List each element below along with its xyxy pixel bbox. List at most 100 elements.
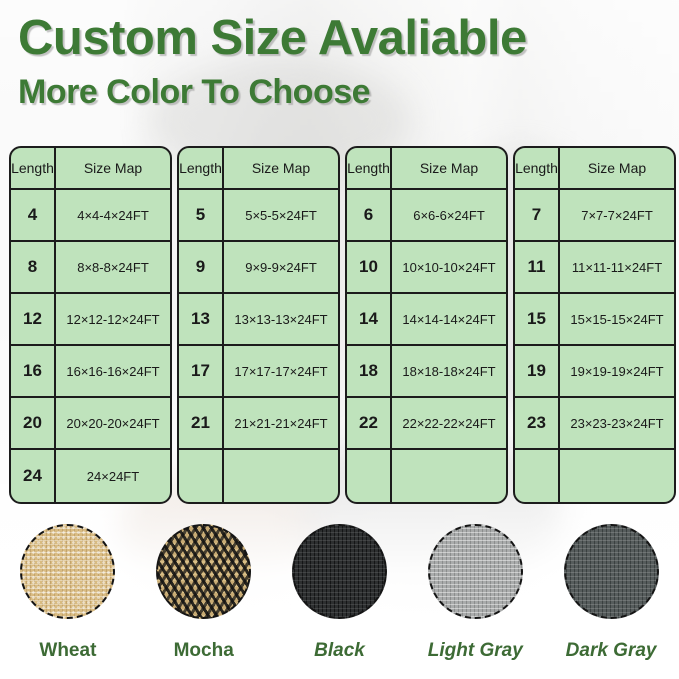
cell-length: 11 xyxy=(515,242,560,292)
table-row: 13 13×13-13×24FT xyxy=(179,294,338,346)
table-row: 24 24×24FT xyxy=(11,450,170,502)
color-option[interactable]: Dark Gray xyxy=(551,524,671,662)
cell-size-map: 9×9-9×24FT xyxy=(245,259,317,275)
headline-primary: Custom Size Avaliable xyxy=(18,11,527,65)
column-header-size-map: Size Map xyxy=(587,160,647,176)
cell-size-map: 22×22-22×24FT xyxy=(402,415,496,431)
table-row: 15 15×15-15×24FT xyxy=(515,294,674,346)
cell-size-map: 10×10-10×24FT xyxy=(402,259,496,275)
table-row xyxy=(515,450,674,502)
size-table: Length Size Map 5 5×5-5×24FT 9 9×9-9×24FT 13 13… xyxy=(177,146,340,504)
cell-size-map: 12×12-12×24FT xyxy=(66,311,160,327)
size-table: Length Size Map 4 4×4-4×24FT 8 8×8-8×24FT 12 12… xyxy=(9,146,172,504)
table-row: 11 11×11-11×24FT xyxy=(515,242,674,294)
dark-gray-fabric-swatch[interactable] xyxy=(563,524,659,619)
headline-block: Custom Size Avaliable More Color To Choo… xyxy=(18,11,527,111)
color-option[interactable]: Light Gray xyxy=(415,524,535,662)
column-header-length: Length xyxy=(179,148,224,188)
table-header-row: Length Size Map xyxy=(515,148,674,190)
cell-length: 10 xyxy=(347,242,392,292)
cell-length: 4 xyxy=(11,190,56,240)
cell-length: 5 xyxy=(179,190,224,240)
table-row: 21 21×21-21×24FT xyxy=(179,398,338,450)
cell-size-map: 4×4-4×24FT xyxy=(77,207,149,223)
cell-size-map: 7×7-7×24FT xyxy=(581,207,653,223)
table-row: 6 6×6-6×24FT xyxy=(347,190,506,242)
size-table: Length Size Map 7 7×7-7×24FT 11 11×11-11×24FT… xyxy=(513,146,676,504)
table-row: 8 8×8-8×24FT xyxy=(11,242,170,294)
column-header-length: Length xyxy=(515,148,560,188)
table-row: 17 17×17-17×24FT xyxy=(179,346,338,398)
color-option-label: Mocha xyxy=(173,640,234,661)
cell-length: 17 xyxy=(179,346,224,396)
color-option-label: Light Gray xyxy=(427,640,523,661)
cell-length: 6 xyxy=(347,190,392,240)
table-header-row: Length Size Map xyxy=(11,148,170,190)
cell-length: 22 xyxy=(347,398,392,448)
cell-size-map: 5×5-5×24FT xyxy=(245,207,317,223)
table-row: 14 14×14-14×24FT xyxy=(347,294,506,346)
cell-size-map xyxy=(392,450,506,502)
cell-length: 13 xyxy=(179,294,224,344)
table-row: 9 9×9-9×24FT xyxy=(179,242,338,294)
table-row: 19 19×19-19×24FT xyxy=(515,346,674,398)
cell-size-map: 6×6-6×24FT xyxy=(413,207,485,223)
cell-size-map xyxy=(224,450,338,502)
cell-size-map xyxy=(560,450,674,502)
size-chart-tables: Length Size Map 4 4×4-4×24FT 8 8×8-8×24FT 12 12… xyxy=(9,146,676,504)
cell-length: 7 xyxy=(515,190,560,240)
cell-length: 24 xyxy=(11,450,56,502)
black-fabric-swatch[interactable] xyxy=(291,524,387,619)
column-header-size-map: Size Map xyxy=(251,160,311,176)
column-header-length: Length xyxy=(347,148,392,188)
cell-size-map: 20×20-20×24FT xyxy=(66,415,160,431)
table-row: 7 7×7-7×24FT xyxy=(515,190,674,242)
column-header-size-map: Size Map xyxy=(83,160,143,176)
table-row: 23 23×23-23×24FT xyxy=(515,398,674,450)
table-row: 10 10×10-10×24FT xyxy=(347,242,506,294)
cell-length: 15 xyxy=(515,294,560,344)
cell-length: 21 xyxy=(179,398,224,448)
cell-size-map: 14×14-14×24FT xyxy=(402,311,496,327)
cell-size-map: 8×8-8×24FT xyxy=(77,259,149,275)
cell-length: 12 xyxy=(11,294,56,344)
cell-size-map: 19×19-19×24FT xyxy=(570,363,664,379)
size-table: Length Size Map 6 6×6-6×24FT 10 10×10-10×24FT… xyxy=(345,146,508,504)
color-option-label: Black xyxy=(314,640,365,661)
table-header-row: Length Size Map xyxy=(347,148,506,190)
column-header-length: Length xyxy=(11,148,56,188)
headline-secondary: More Color To Choose xyxy=(18,73,371,111)
color-option[interactable]: Wheat xyxy=(8,524,128,662)
cell-size-map: 11×11-11×24FT xyxy=(571,259,663,275)
color-option-label: Dark Gray xyxy=(565,640,657,661)
cell-length: 16 xyxy=(11,346,56,396)
color-option[interactable]: Black xyxy=(279,524,399,662)
light-gray-fabric-swatch[interactable] xyxy=(427,524,523,619)
cell-size-map: 15×15-15×24FT xyxy=(570,311,664,327)
mocha-fabric-swatch[interactable] xyxy=(156,524,252,619)
cell-length xyxy=(515,450,560,502)
column-header-size-map: Size Map xyxy=(419,160,479,176)
table-row: 22 22×22-22×24FT xyxy=(347,398,506,450)
color-option[interactable]: Mocha xyxy=(144,524,264,662)
cell-size-map: 18×18-18×24FT xyxy=(402,363,496,379)
cell-size-map: 23×23-23×24FT xyxy=(570,415,664,431)
cell-length xyxy=(179,450,224,502)
cell-length: 8 xyxy=(11,242,56,292)
cell-length: 23 xyxy=(515,398,560,448)
table-row: 12 12×12-12×24FT xyxy=(11,294,170,346)
table-row: 5 5×5-5×24FT xyxy=(179,190,338,242)
table-row: 16 16×16-16×24FT xyxy=(11,346,170,398)
table-row: 20 20×20-20×24FT xyxy=(11,398,170,450)
table-header-row: Length Size Map xyxy=(179,148,338,190)
table-row xyxy=(179,450,338,502)
cell-length xyxy=(347,450,392,502)
table-row xyxy=(347,450,506,502)
color-option-label: Wheat xyxy=(39,640,97,661)
cell-size-map: 13×13-13×24FT xyxy=(234,311,328,327)
wheat-fabric-swatch[interactable] xyxy=(20,524,116,619)
cell-length: 14 xyxy=(347,294,392,344)
cell-size-map: 17×17-17×24FT xyxy=(234,363,328,379)
cell-size-map: 16×16-16×24FT xyxy=(66,363,160,379)
color-options-row: Wheat Mocha Black Light Gray Dark Gray xyxy=(0,524,679,662)
